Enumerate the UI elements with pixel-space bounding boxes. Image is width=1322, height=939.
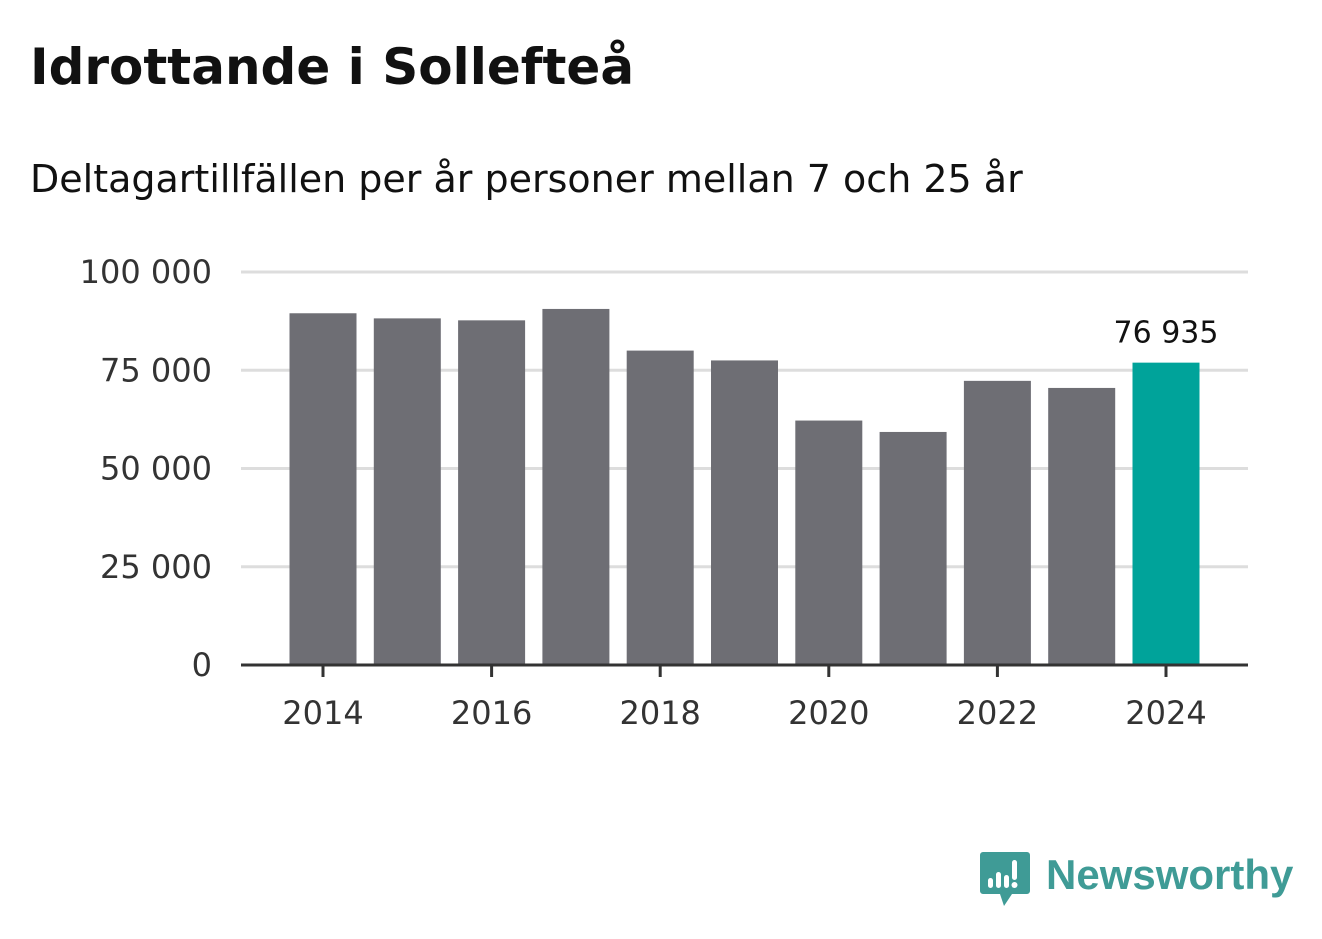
data-label: 76 935	[1114, 316, 1219, 351]
bar-2021	[879, 431, 947, 665]
bar-2024	[1132, 362, 1200, 665]
data-labels: 76 935	[1114, 316, 1219, 351]
y-tick-label: 25 000	[100, 548, 212, 586]
x-tick-label: 2020	[788, 694, 869, 732]
x-axis	[241, 663, 1248, 677]
x-tick-label: 2022	[957, 694, 1038, 732]
y-tick-label: 50 000	[100, 450, 212, 488]
bar-2016	[458, 320, 526, 665]
bar-2017	[542, 308, 610, 665]
bar-2018	[626, 350, 694, 665]
x-tick-label: 2016	[451, 694, 532, 732]
bar-2019	[711, 360, 778, 665]
x-tick-label: 2024	[1125, 694, 1206, 732]
newsworthy-logo: Newsworthy	[980, 848, 1293, 912]
y-tick-label: 100 000	[80, 253, 212, 291]
brand-name: Newsworthy	[1046, 851, 1294, 898]
bar-2022	[963, 380, 1031, 665]
bars	[289, 308, 1200, 665]
x-tick-label: 2018	[619, 694, 700, 732]
x-tick-label: 2014	[282, 694, 363, 732]
chart-bubble-icon	[980, 852, 1030, 906]
y-tick-label: 0	[192, 646, 212, 684]
chart-subtitle: Deltagartillfällen per år personer mella…	[30, 157, 1023, 201]
y-tick-label: 75 000	[100, 351, 212, 389]
chart-title: Idrottande i Sollefteå	[30, 38, 635, 96]
bar-2023	[1048, 387, 1116, 665]
x-axis-labels: 2014 2016 2018 2020 2022 2024	[282, 694, 1206, 732]
bar-2014	[289, 313, 357, 665]
bar-2020	[795, 420, 863, 665]
bar-2015	[373, 318, 441, 665]
y-axis-labels: 0 25 000 50 000 75 000 100 000	[80, 253, 212, 684]
